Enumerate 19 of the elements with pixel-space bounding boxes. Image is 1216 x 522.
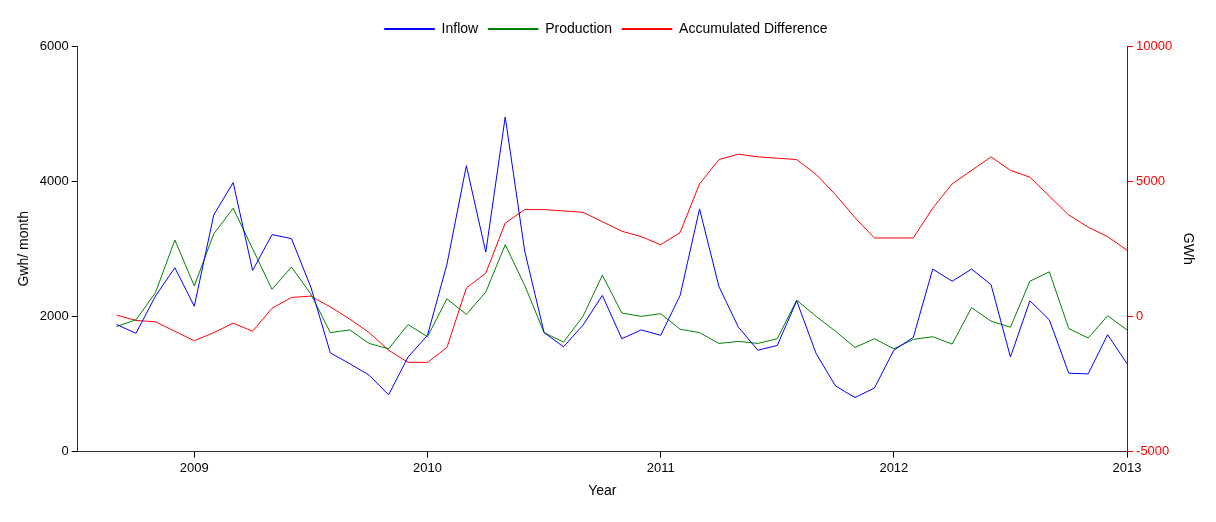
- y2-tick-label: 10000: [1136, 37, 1173, 53]
- y-tick-label: 2000: [39, 307, 69, 323]
- y-tick-label: 6000: [39, 37, 69, 53]
- y2-axis-title: GWh: [1180, 232, 1197, 265]
- x-tick-label: 2009: [179, 459, 209, 475]
- legend-label: Accumulated Difference: [679, 19, 828, 36]
- y-tick-label: 4000: [39, 172, 69, 188]
- y-axis-title: Gwh/ month: [15, 211, 32, 287]
- x-tick-label: 2012: [879, 459, 909, 475]
- y-tick-label: 0: [61, 443, 69, 459]
- y2-tick-label: 5000: [1136, 172, 1165, 188]
- x-tick-label: 2013: [1112, 459, 1142, 475]
- x-axis-title: Year: [588, 482, 617, 499]
- legend-label: Production: [545, 19, 613, 36]
- y2-tick-label: 0: [1136, 307, 1144, 323]
- x-tick-label: 2011: [646, 459, 675, 475]
- x-tick-label: 2010: [413, 459, 442, 475]
- legend-label: Inflow: [441, 19, 480, 36]
- y2-tick-label: -5000: [1136, 443, 1170, 459]
